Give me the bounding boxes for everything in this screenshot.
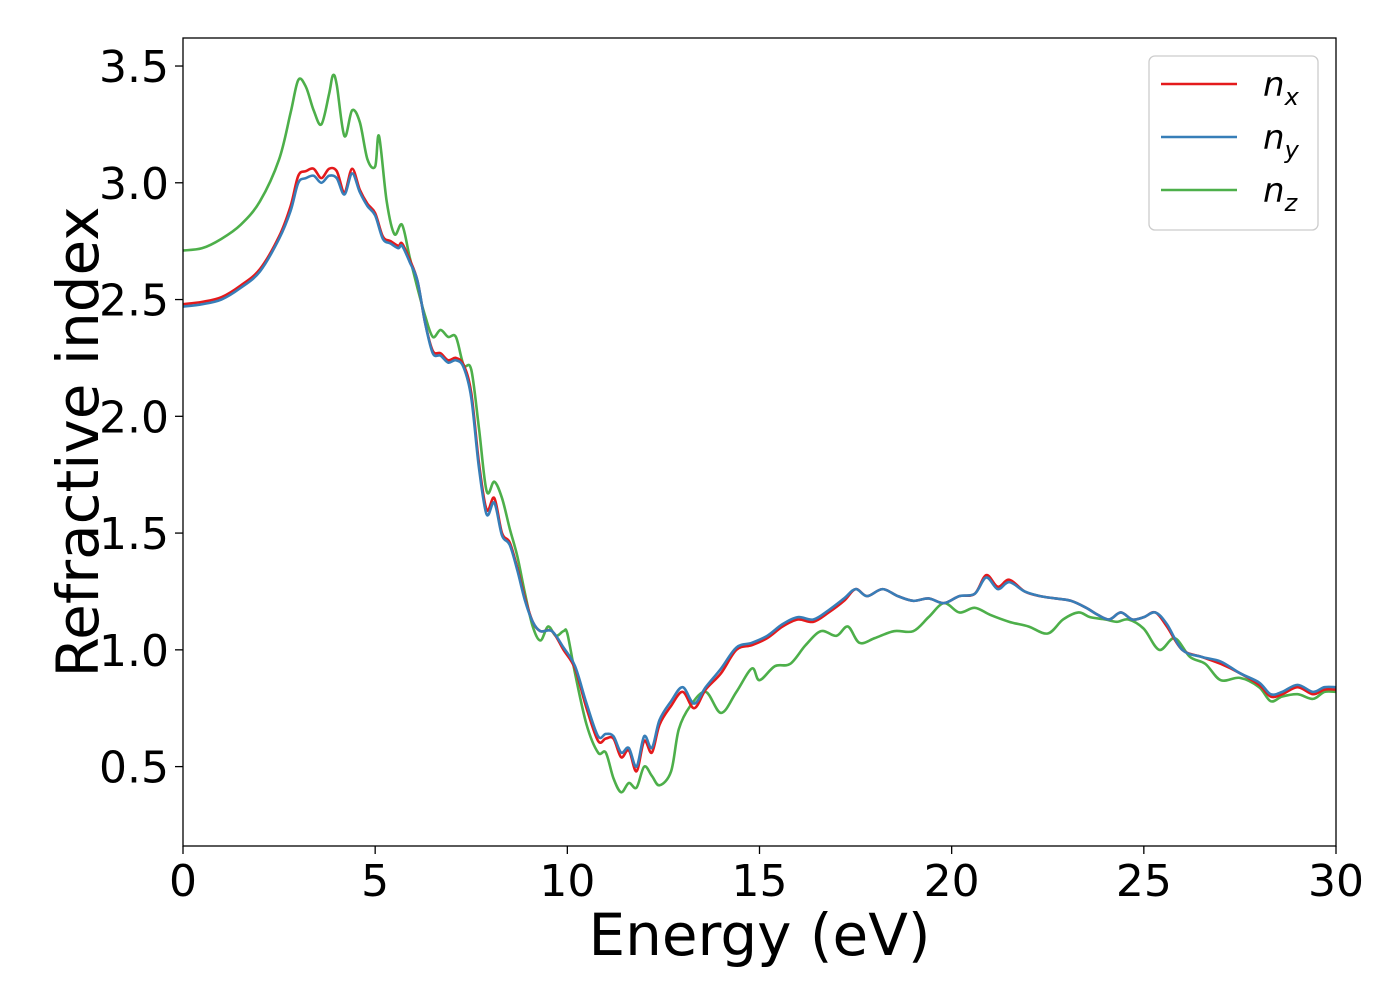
legend-label: nz [1263,171,1299,217]
x-tick-label: 5 [361,856,389,907]
y-axis-label: Refractive index [44,206,112,677]
y-tick-label: 1.0 [99,626,169,677]
legend-label: ny [1263,118,1300,164]
x-axis-label: Energy (eV) [588,901,930,969]
x-axis-ticks: 0 5 10 15 20 25 30 [169,846,1364,907]
x-tick-label: 20 [924,856,980,907]
x-tick-label: 10 [539,856,595,907]
y-tick-label: 0.5 [99,743,169,794]
y-axis-ticks: 0.5 1.0 1.5 2.0 2.5 3.0 3.5 [99,42,183,794]
y-tick-label: 2.0 [99,392,169,443]
plot-lines [183,73,1336,794]
y-tick-label: 1.5 [99,509,169,560]
legend-box [1148,55,1319,231]
x-tick-label: 15 [732,856,788,907]
y-tick-label: 3.0 [99,159,169,210]
x-tick-label: 0 [169,856,197,907]
y-tick-label: 2.5 [99,276,169,327]
legend: nx ny nz [1148,55,1319,231]
series-line-ny [183,172,1336,768]
series-line-nz [183,73,1336,794]
x-tick-label: 30 [1308,856,1364,907]
y-tick-label: 3.5 [99,42,169,93]
legend-label: nx [1263,65,1300,111]
x-tick-label: 25 [1116,856,1172,907]
